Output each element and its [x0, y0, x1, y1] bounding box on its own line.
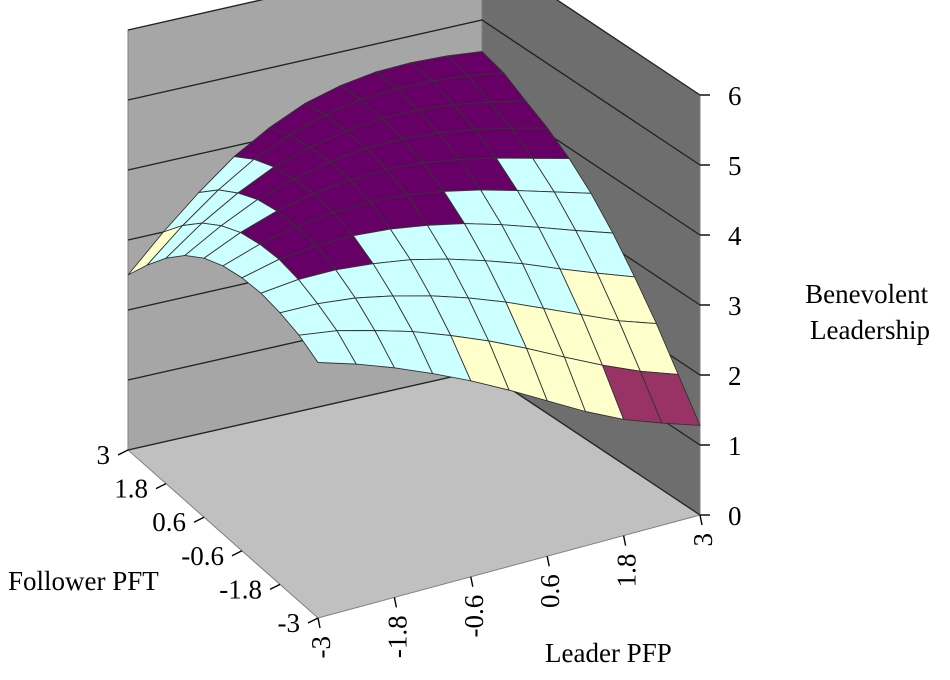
z-tick-label: 3	[728, 291, 742, 321]
y-tick-label: 0.6	[152, 507, 186, 537]
surface-cell	[298, 330, 357, 365]
x-tick-mark	[699, 514, 703, 526]
y-tick-label: -3	[278, 608, 301, 638]
z-tick-label: 4	[728, 221, 742, 251]
y-tick-mark	[269, 583, 281, 591]
y-tick-label: 1.8	[114, 474, 148, 504]
y-tick-label: -1.8	[219, 574, 262, 604]
z-axis-label: Benevolent Leadership	[805, 279, 935, 345]
z-tick-label: 0	[728, 501, 742, 531]
y-tick-label: -0.6	[181, 541, 224, 571]
axis-labels: Benevolent Leadership Follower PFT Leade…	[8, 279, 935, 668]
z-axis-label-line-1: Benevolent	[805, 279, 928, 309]
y-tick-mark	[193, 516, 205, 523]
z-tick-label: 6	[728, 81, 742, 111]
x-tick-label: 1.8	[612, 554, 642, 588]
z-axis-label-line-2: Leadership	[810, 315, 930, 345]
x-tick-label: -1.8	[382, 615, 412, 658]
x-tick-label: -0.6	[459, 595, 489, 638]
x-tick-label: -3	[306, 636, 336, 659]
x-axis-label: Leader PFP	[545, 638, 672, 668]
y-tick-mark	[117, 449, 129, 456]
wall-gridline	[127, 19, 701, 166]
x-tick-mark	[470, 576, 474, 587]
y-tick-mark	[307, 617, 319, 624]
x-tick-label: 0.6	[535, 574, 565, 608]
y-tick-mark	[155, 482, 167, 490]
wall-gridline	[127, 0, 701, 96]
y-tick-mark	[231, 550, 243, 557]
x-tick-mark	[393, 597, 398, 608]
surface-plot	[127, 51, 701, 426]
x-tick-mark	[622, 535, 627, 546]
y-tick-label: 3	[97, 440, 111, 470]
z-tick-label: 5	[728, 151, 742, 181]
x-tick-mark	[317, 617, 321, 629]
x-tick-label: 3	[688, 533, 718, 547]
z-tick-label: 1	[728, 431, 742, 461]
z-tick-label: 2	[728, 361, 742, 391]
y-axis-label: Follower PFT	[8, 566, 159, 596]
x-tick-mark	[546, 556, 550, 567]
